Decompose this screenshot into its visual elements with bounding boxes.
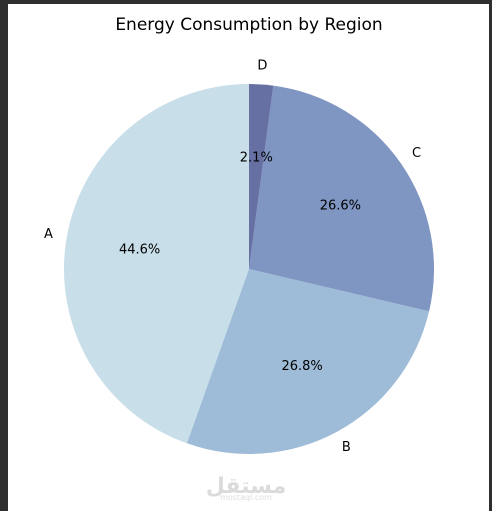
pie-slice-b	[186, 269, 430, 454]
pie-slices	[64, 84, 434, 454]
window-edge-top	[0, 0, 492, 4]
percent-label-b: 26.8%	[281, 359, 322, 374]
watermark-subtext: mostaql.com	[220, 493, 272, 502]
window-edge-right	[489, 0, 492, 511]
pie-slice-c	[249, 85, 434, 312]
watermark: مستقل mostaql.com	[206, 474, 286, 502]
pie-slice-d	[249, 84, 274, 269]
category-label-a: A	[44, 227, 53, 242]
pie-slice-a	[64, 84, 249, 444]
category-label-b: B	[342, 440, 351, 455]
percent-label-a: 44.6%	[119, 243, 160, 258]
category-label-c: C	[412, 146, 421, 161]
watermark-text: مستقل	[206, 474, 286, 499]
percent-label-c: 26.6%	[320, 198, 361, 213]
window-edge-left	[0, 0, 8, 511]
category-label-d: D	[257, 58, 267, 73]
pie-labels: A 44.6% B 26.8% C 26.6% D 2.1%	[44, 58, 421, 455]
percent-label-d: 2.1%	[240, 151, 273, 166]
chart-title: Energy Consumption by Region	[115, 15, 382, 35]
